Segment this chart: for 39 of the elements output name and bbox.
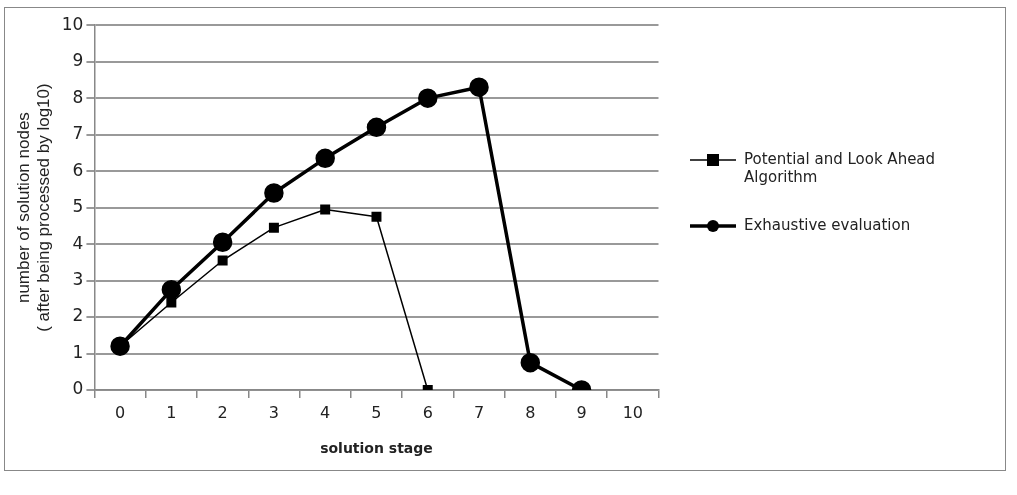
y-tick-label: 3 bbox=[72, 268, 84, 289]
x-tick-label: 1 bbox=[166, 402, 177, 422]
x-tick-label: 4 bbox=[320, 402, 331, 422]
point bbox=[366, 117, 387, 138]
point bbox=[217, 255, 228, 266]
y-tick-label: 5 bbox=[72, 196, 84, 217]
y-tick-label: 9 bbox=[72, 50, 84, 71]
x-tick-label: 6 bbox=[422, 402, 433, 422]
point bbox=[320, 204, 331, 215]
y-tick-label: 1 bbox=[72, 341, 84, 362]
x-tick-label: 8 bbox=[525, 402, 536, 422]
point bbox=[161, 279, 182, 300]
legend-label: Exhaustive evaluation bbox=[744, 216, 911, 234]
legend-label: Potential and Look Ahead Algorithm bbox=[744, 150, 937, 186]
point bbox=[166, 297, 177, 308]
point bbox=[371, 211, 382, 222]
x-axis-title: solution stage bbox=[320, 440, 433, 457]
point bbox=[520, 352, 541, 373]
point bbox=[469, 77, 489, 97]
y-tick-label: 2 bbox=[72, 305, 84, 326]
x-tick-label: 2 bbox=[217, 402, 228, 422]
x-tick-label: 7 bbox=[473, 402, 485, 422]
point bbox=[264, 183, 284, 203]
y-tick-label: 6 bbox=[72, 159, 84, 180]
y-tick-label: 10 bbox=[61, 13, 84, 34]
y-tick-label: 8 bbox=[72, 86, 84, 107]
y-tick-label: 7 bbox=[72, 123, 84, 144]
point bbox=[418, 88, 438, 108]
x-tick-label: 3 bbox=[268, 402, 279, 422]
x-tick-label: 10 bbox=[622, 402, 644, 422]
point bbox=[268, 222, 279, 233]
x-tick-label: 5 bbox=[371, 402, 382, 422]
point bbox=[315, 148, 335, 169]
y-axis-title: number of solution nodes ( after being processed by log10) bbox=[13, 83, 54, 332]
x-tick-label: 9 bbox=[576, 402, 587, 422]
point bbox=[212, 232, 233, 253]
y-tick-label: 0 bbox=[72, 378, 84, 399]
x-tick-label: 0 bbox=[114, 402, 126, 422]
y-tick-label: 4 bbox=[72, 232, 84, 253]
